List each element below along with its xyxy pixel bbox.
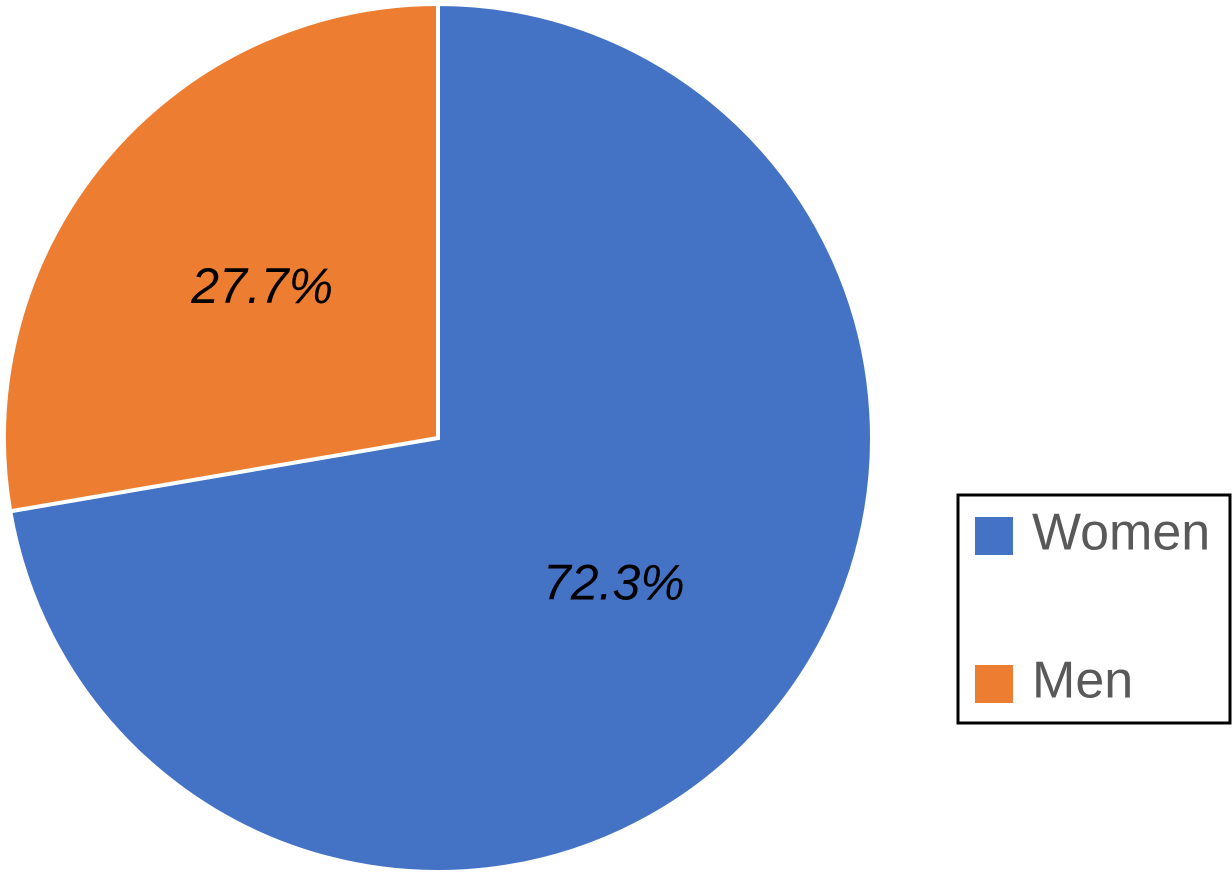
data-label: 72.3% xyxy=(543,554,685,610)
legend-label: Men xyxy=(1032,652,1133,710)
legend-swatch xyxy=(975,665,1013,703)
legend-swatch xyxy=(975,517,1013,555)
data-label: 27.7% xyxy=(190,258,333,314)
pie-slice xyxy=(2,1,440,514)
pie-slice xyxy=(7,1,874,874)
legend-label: Women xyxy=(1032,504,1210,562)
